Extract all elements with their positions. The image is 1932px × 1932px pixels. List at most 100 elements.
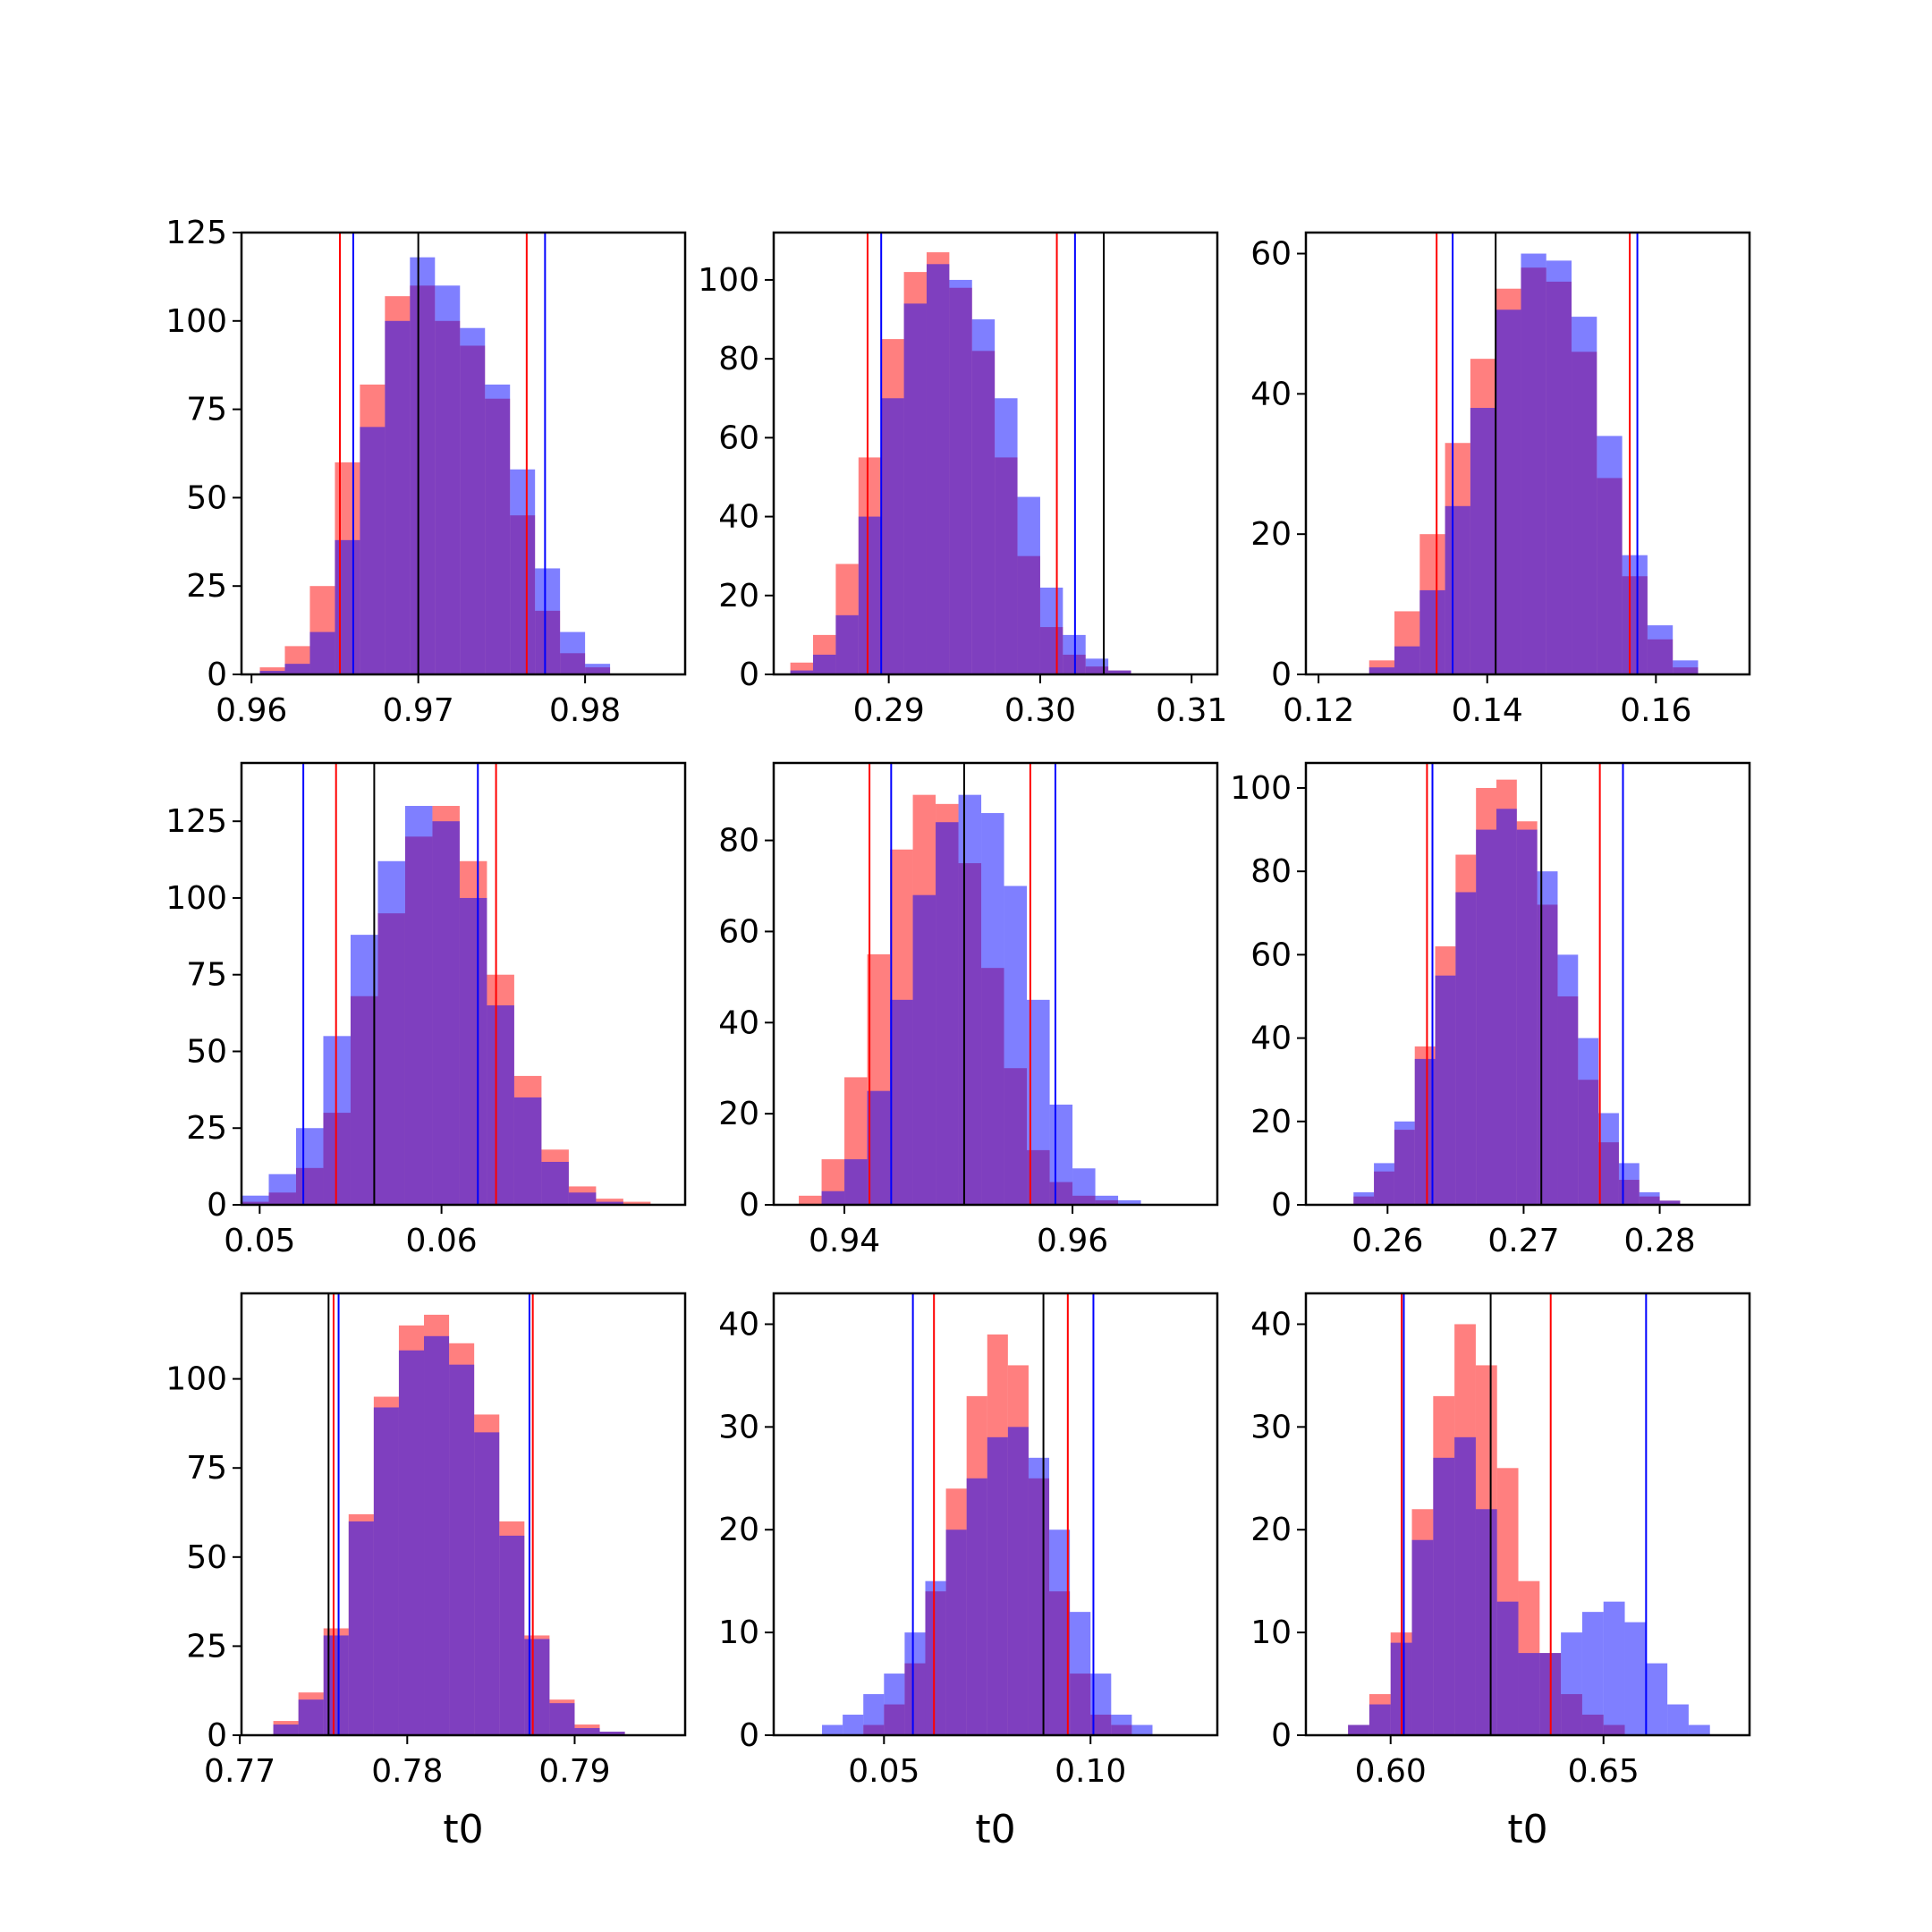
blue-histogram: [1348, 1436, 1710, 1735]
histogram-bar: [1455, 892, 1477, 1205]
y-tick-label: 0: [739, 1717, 759, 1754]
y-tick-label: 50: [186, 479, 227, 516]
x-tick-label: 0.96: [1037, 1223, 1108, 1259]
histogram-bar: [1639, 1192, 1660, 1205]
histogram-bar: [1688, 1724, 1710, 1735]
histogram-bar: [1496, 809, 1517, 1205]
histogram-bar: [485, 384, 511, 674]
axes-frame: [1304, 1292, 1751, 1737]
y-tick-label: 80: [1250, 853, 1292, 890]
x-tick-label: 0.98: [549, 692, 621, 729]
subplot-8: 0.05 0.10 0 10 20 30 40 t0: [718, 1292, 1219, 1852]
histogram-bar: [858, 516, 882, 674]
histogram-bar: [971, 319, 996, 674]
axes-frame: [240, 761, 687, 1207]
x-tick-label: 0.12: [1283, 692, 1354, 729]
histogram-bar: [1598, 1113, 1619, 1205]
histogram-bar: [1028, 1457, 1050, 1735]
x-tick-label: 0.97: [383, 692, 454, 729]
histogram-bar: [323, 1635, 349, 1735]
histogram-bar: [574, 1728, 600, 1735]
histogram-bar: [945, 1530, 967, 1735]
y-tick-label: 0: [1271, 1187, 1292, 1224]
histogram-bar: [1618, 1163, 1640, 1205]
y-tick-label: 100: [698, 262, 759, 299]
histogram-bar: [284, 664, 310, 674]
x-tick-label: 0.31: [1156, 692, 1227, 729]
y-tick-label: 60: [1250, 936, 1292, 973]
y-tick-label: 125: [165, 803, 227, 840]
histogram-bar: [1414, 1058, 1436, 1205]
histogram-bar: [958, 794, 982, 1205]
x-tick-label: 0.29: [853, 692, 925, 729]
y-tick-label: 0: [1271, 657, 1292, 693]
histogram-bar: [432, 821, 460, 1205]
histogram-bar: [1578, 1038, 1599, 1205]
histogram-bar: [1374, 1163, 1394, 1205]
histogram-bar: [890, 999, 913, 1205]
histogram-bar: [1090, 1674, 1112, 1735]
y-tick-label: 20: [718, 1512, 759, 1548]
histogram-bar: [1475, 1509, 1497, 1735]
histogram-bar: [863, 1694, 885, 1735]
x-tick-label: 0.65: [1568, 1753, 1640, 1790]
histogram-bar: [1646, 1663, 1668, 1735]
histogram-bar: [949, 279, 972, 674]
histogram-bar: [1518, 1653, 1540, 1735]
histogram-bar: [309, 631, 335, 674]
y-tick-label: 40: [718, 1004, 759, 1041]
y-tick-label: 20: [1250, 516, 1292, 553]
y-tick-label: 75: [186, 1450, 227, 1487]
histogram-bar: [1419, 589, 1445, 674]
x-tick-label: 0.60: [1355, 1753, 1427, 1790]
x-axis-label: t0: [443, 1807, 483, 1852]
y-tick-label: 0: [207, 1717, 227, 1754]
histogram-bar: [1454, 1436, 1476, 1735]
y-tick-label: 40: [1250, 1306, 1292, 1343]
axes-frame: [1304, 761, 1751, 1207]
histogram-bar: [424, 1335, 450, 1735]
y-tick-label: 60: [718, 913, 759, 950]
histogram-bar: [1659, 1200, 1681, 1205]
histogram-bar: [844, 1159, 868, 1205]
histogram-bar: [398, 1350, 425, 1735]
x-tick-label: 0.79: [538, 1753, 610, 1790]
x-tick-label: 0.05: [848, 1753, 919, 1790]
y-tick-label: 20: [1250, 1104, 1292, 1140]
y-tick-label: 20: [718, 578, 759, 614]
y-tick-label: 20: [1250, 1512, 1292, 1548]
x-tick-label: 0.06: [406, 1223, 478, 1259]
plot-area: [273, 1293, 625, 1735]
histogram-bar: [541, 1161, 569, 1205]
blue-histogram: [1368, 253, 1699, 674]
y-tick-label: 0: [739, 1187, 759, 1224]
histogram-bar: [623, 1201, 651, 1205]
subplot-4: 0.05 0.06 0 25 50 75 100 125: [165, 761, 687, 1259]
histogram-bar: [1131, 1724, 1153, 1735]
histogram-bar: [549, 1703, 575, 1735]
histogram-bar: [821, 1191, 845, 1205]
subplot-7: 0.77 0.78 0.79 0 25 50 75 100 t0: [165, 1292, 687, 1852]
y-tick-label: 75: [186, 957, 227, 994]
subplot-1: 0.96 0.97 0.98 0 25 50 75 100 125: [165, 215, 687, 729]
histogram-bar: [1108, 670, 1131, 674]
histogram-bar: [790, 670, 814, 674]
y-tick-label: 10: [718, 1614, 759, 1651]
histogram-bar: [295, 1128, 324, 1205]
histogram-bar: [1017, 496, 1040, 674]
histogram-bar: [1581, 1612, 1604, 1735]
histogram-bar: [1039, 587, 1063, 674]
y-tick-label: 40: [718, 499, 759, 536]
y-tick-label: 25: [186, 568, 227, 605]
histogram-bar: [835, 614, 859, 674]
histogram-bar: [936, 822, 959, 1205]
histogram-bar: [926, 264, 950, 674]
histogram-bar: [843, 1715, 864, 1735]
histogram-bar: [822, 1724, 843, 1735]
histogram-bar: [1445, 505, 1470, 674]
x-tick-label: 0.77: [204, 1753, 275, 1790]
subplot-2: 0.29 0.30 0.31 0 20 40 60 80 100: [698, 231, 1227, 729]
y-tick-label: 60: [1250, 236, 1292, 273]
histogram-bar: [1561, 1632, 1582, 1735]
y-tick-label: 40: [718, 1306, 759, 1343]
